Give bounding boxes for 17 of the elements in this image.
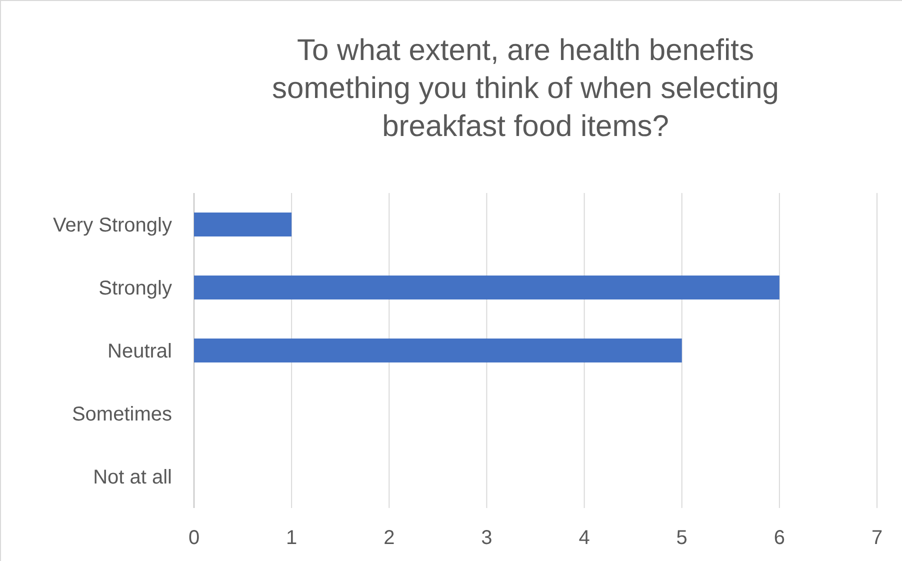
x-tick-label: 4 — [578, 527, 590, 549]
y-tick-label: Very Strongly — [53, 214, 172, 236]
x-tick-label: 5 — [676, 527, 688, 549]
bar — [194, 276, 780, 300]
chart-title: To what extent, are health benefits something you think of when selecting breakfast food items? — [272, 34, 779, 143]
x-tick-label: 1 — [286, 527, 298, 549]
y-tick-label: Not at all — [93, 466, 172, 488]
y-tick-label: Neutral — [108, 340, 172, 362]
x-tick-label: 7 — [871, 527, 883, 549]
bar — [194, 212, 292, 236]
bar — [194, 338, 682, 362]
x-tick-label: 3 — [481, 527, 492, 549]
x-tick-label: 2 — [384, 527, 395, 549]
x-tick-label: 0 — [188, 527, 200, 549]
x-tick-label: 6 — [774, 527, 785, 549]
y-tick-label: Sometimes — [72, 404, 172, 426]
y-tick-label: Strongly — [98, 278, 172, 300]
